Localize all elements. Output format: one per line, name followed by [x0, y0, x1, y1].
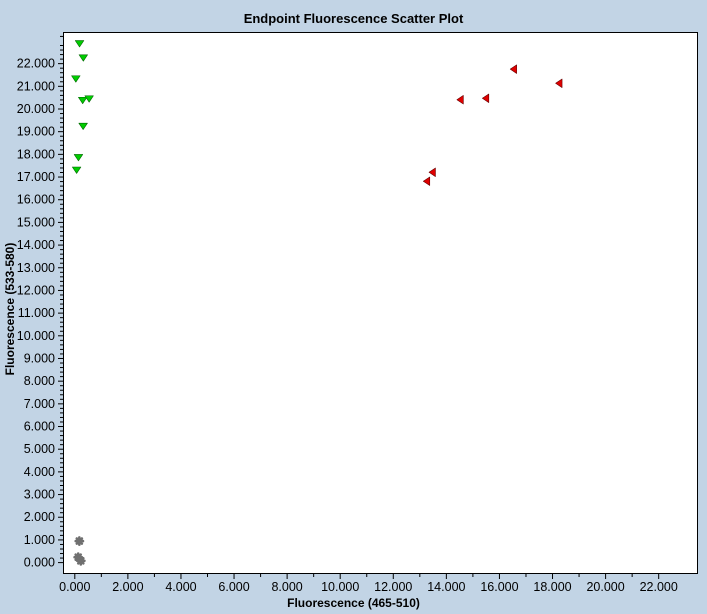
svg-text:21.000: 21.000 — [17, 79, 55, 93]
svg-text:16.000: 16.000 — [480, 580, 518, 594]
svg-text:14.000: 14.000 — [427, 580, 465, 594]
svg-text:0.000: 0.000 — [24, 556, 55, 570]
svg-text:8.000: 8.000 — [24, 374, 55, 388]
svg-text:9.000: 9.000 — [24, 351, 55, 365]
svg-text:5.000: 5.000 — [24, 442, 55, 456]
svg-text:2.000: 2.000 — [24, 510, 55, 524]
svg-text:16.000: 16.000 — [17, 193, 55, 207]
svg-text:6.000: 6.000 — [24, 420, 55, 434]
svg-text:15.000: 15.000 — [17, 215, 55, 229]
svg-text:0.000: 0.000 — [59, 580, 90, 594]
svg-text:19.000: 19.000 — [17, 125, 55, 139]
svg-text:17.000: 17.000 — [17, 170, 55, 184]
svg-text:3.000: 3.000 — [24, 488, 55, 502]
svg-text:10.000: 10.000 — [321, 580, 359, 594]
svg-text:20.000: 20.000 — [586, 580, 624, 594]
svg-text:4.000: 4.000 — [24, 465, 55, 479]
svg-text:1.000: 1.000 — [24, 533, 55, 547]
svg-text:13.000: 13.000 — [17, 261, 55, 275]
svg-text:12.000: 12.000 — [374, 580, 412, 594]
svg-text:10.000: 10.000 — [17, 329, 55, 343]
svg-text:20.000: 20.000 — [17, 102, 55, 116]
svg-text:18.000: 18.000 — [17, 147, 55, 161]
svg-text:22.000: 22.000 — [640, 580, 678, 594]
svg-text:22.000: 22.000 — [17, 57, 55, 71]
svg-text:18.000: 18.000 — [533, 580, 571, 594]
svg-text:6.000: 6.000 — [218, 580, 249, 594]
svg-text:12.000: 12.000 — [17, 283, 55, 297]
svg-text:4.000: 4.000 — [165, 580, 196, 594]
svg-text:11.000: 11.000 — [18, 306, 55, 320]
svg-text:2.000: 2.000 — [112, 580, 143, 594]
svg-text:8.000: 8.000 — [271, 580, 302, 594]
svg-text:14.000: 14.000 — [17, 238, 55, 252]
svg-text:7.000: 7.000 — [24, 397, 55, 411]
